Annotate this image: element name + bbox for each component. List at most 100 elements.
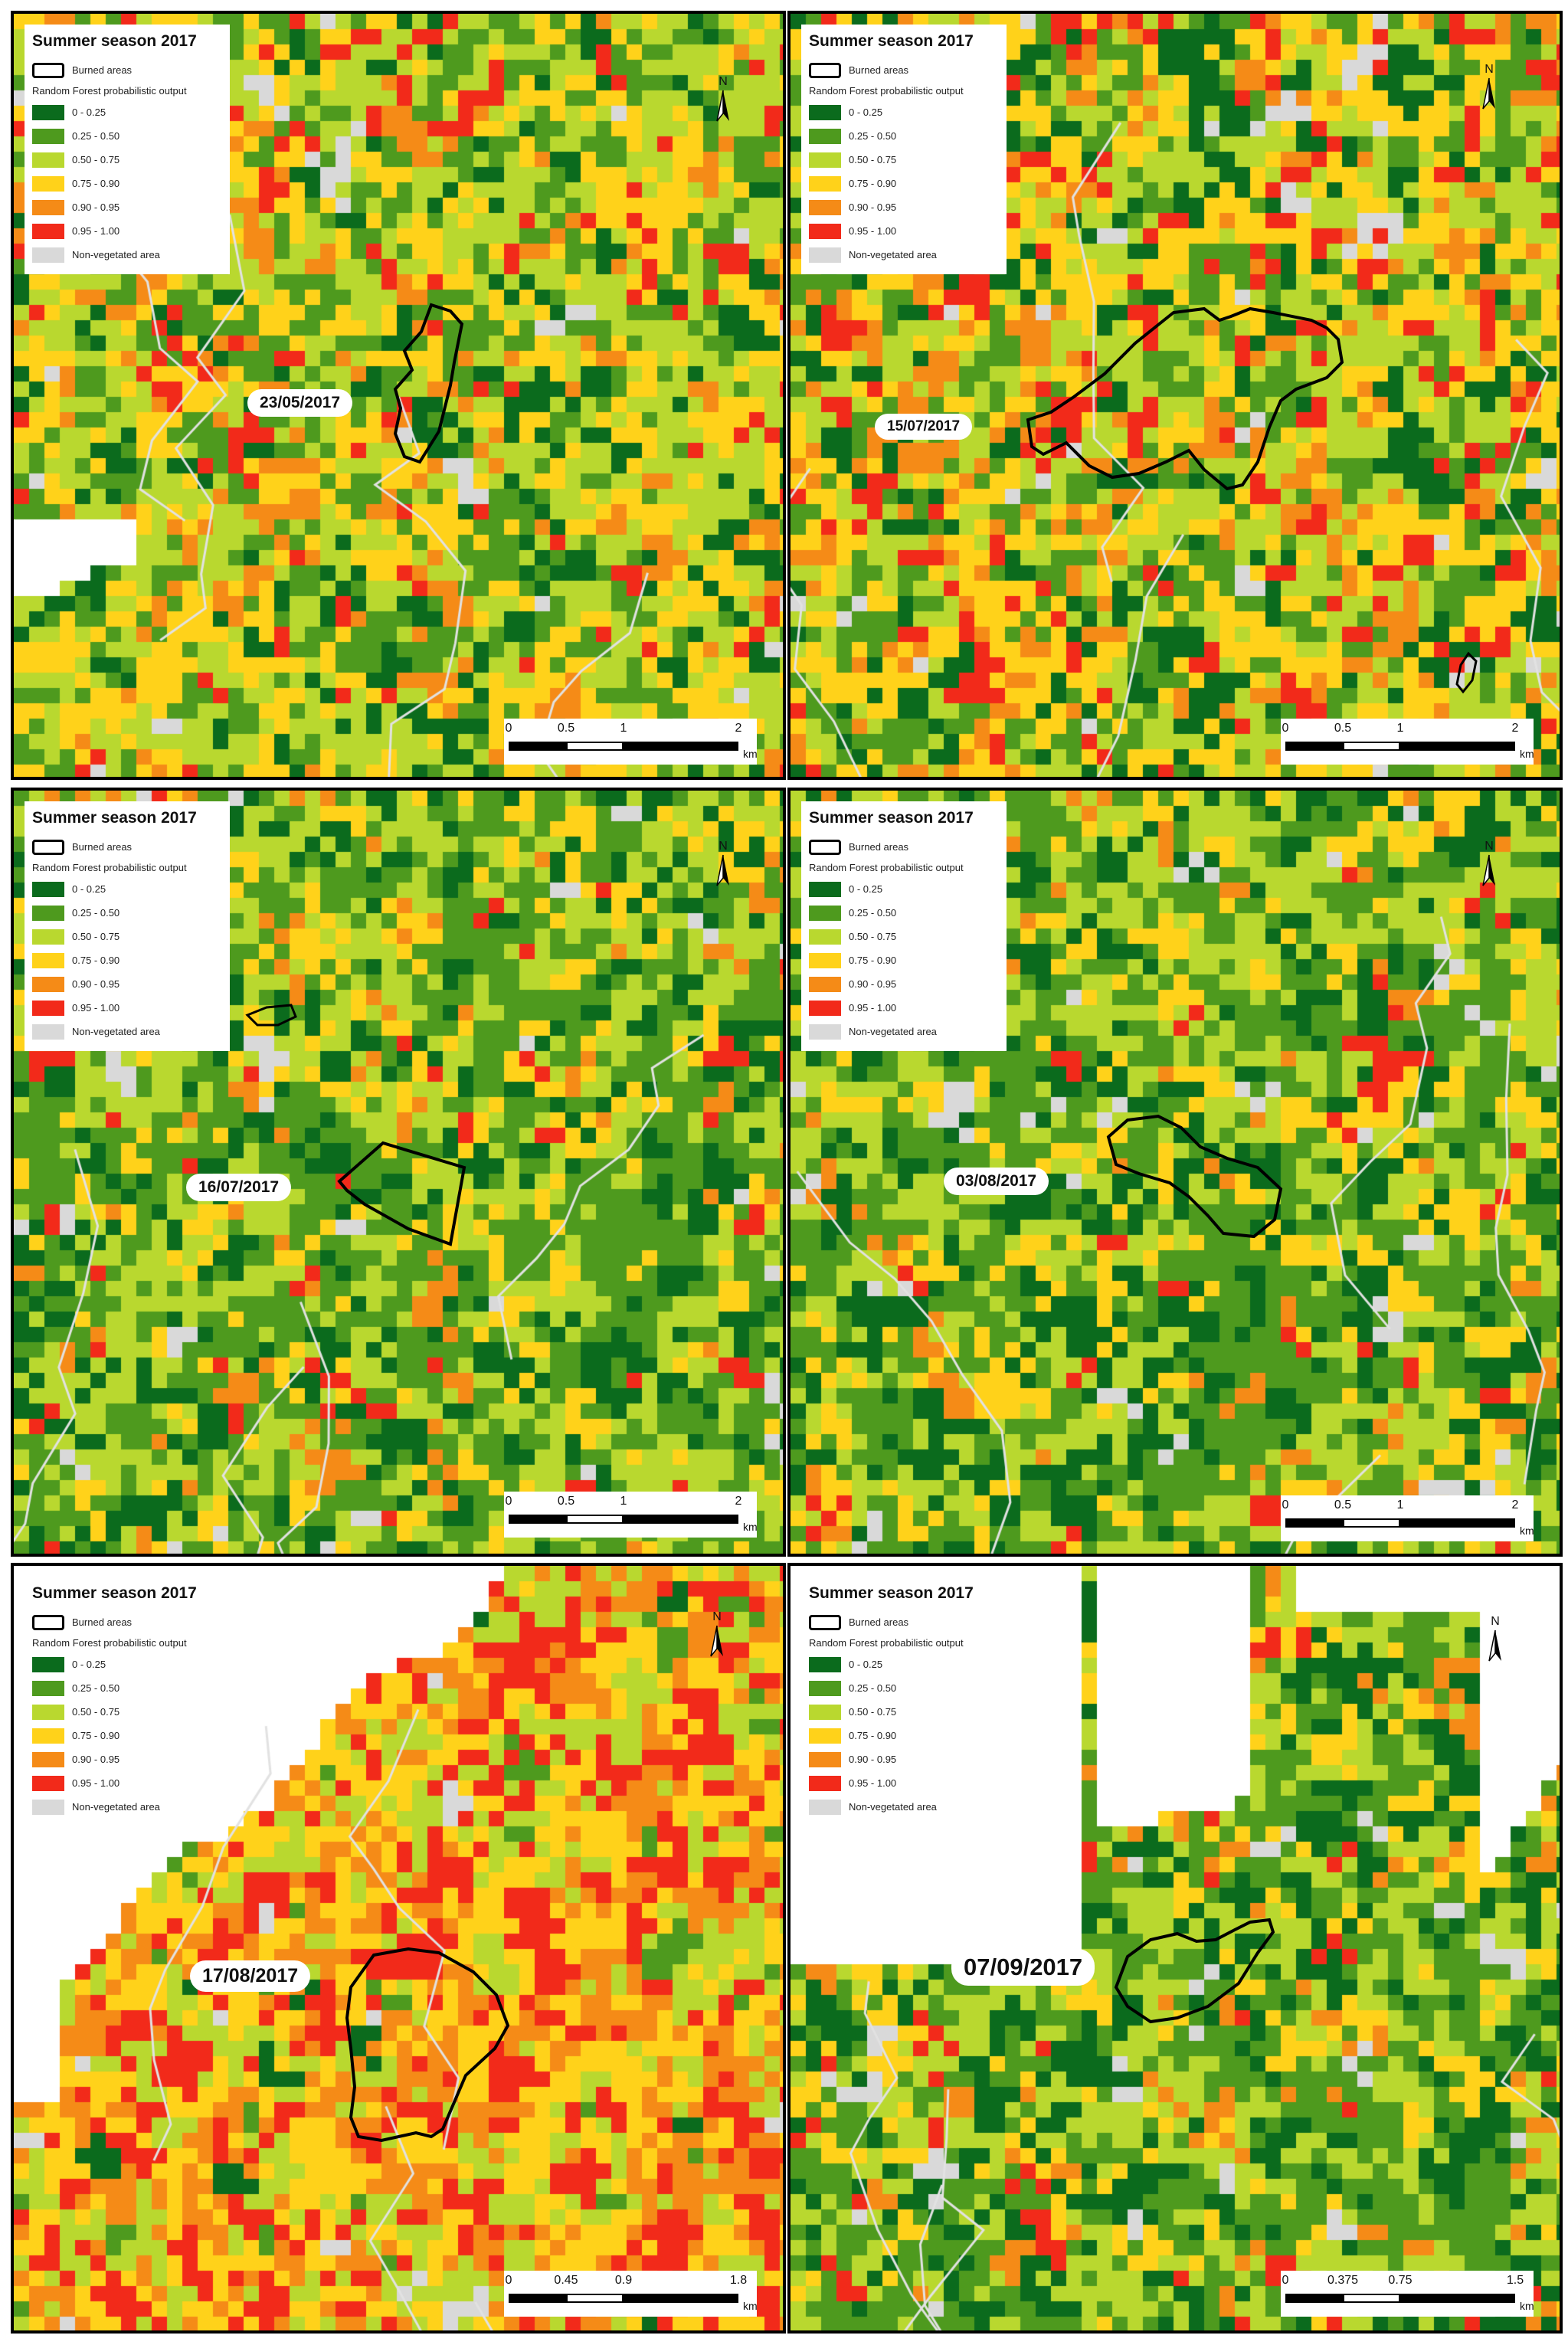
legend-class: 0.50 - 0.75 [32,1700,222,1724]
legend-swatch [809,1728,841,1744]
legend-title: Summer season 2017 [32,809,197,827]
scale-segment [1285,742,1343,751]
scale-unit: km [743,2300,758,2312]
scale-tick: 0 [1282,2274,1289,2287]
legend-class: 0.90 - 0.95 [32,1747,222,1771]
legend-class: 0.90 - 0.95 [809,972,999,996]
scale-segment [1400,2294,1515,2303]
legend-class: 0.95 - 1.00 [809,996,999,1020]
legend-subtitle: Random Forest probabilistic output [32,85,187,97]
scale-tick: 0 [505,2274,512,2287]
legend-class: 0.50 - 0.75 [32,148,222,172]
legend-class: 0 - 0.25 [32,100,222,124]
scale-bar: 0 0.5 1 2 km [504,719,758,765]
scale-bar: 0 0.5 1 2 km [1281,1495,1534,1541]
scale-tick: 1.5 [1506,2274,1524,2287]
legend-class-label: 0.50 - 0.75 [72,931,120,942]
scale-tick: 0.9 [614,2274,633,2287]
legend-swatch [32,1751,64,1767]
legend-class-label: 0 - 0.25 [849,106,883,118]
legend-class: 0.50 - 0.75 [809,1700,999,1724]
legend-title: Summer season 2017 [809,1584,974,1602]
legend-class-label: 0.50 - 0.75 [849,931,897,942]
legend-classes: 0 - 0.25 0.25 - 0.50 0.50 - 0.75 0.75 - 0.9… [32,100,222,267]
legend-class-label: 0.25 - 0.50 [849,1682,897,1694]
scale-segment [624,742,738,751]
legend-swatch [809,1704,841,1720]
legend-swatch [809,104,841,120]
scale-segment [509,742,566,751]
date-label: 07/09/2017 [951,1949,1095,1986]
legend-swatch [32,952,64,968]
burned-label: Burned areas [849,64,909,76]
legend-class-label: Non-vegetated area [849,1026,937,1037]
legend-class-label: 0.75 - 0.90 [72,1730,120,1741]
scale-tick: 0 [505,722,512,735]
map-panel-4: Summer season 2017 Burned areas Random F… [787,788,1563,1557]
legend-classes: 0 - 0.25 0.25 - 0.50 0.50 - 0.75 0.75 - 0.9… [809,1652,999,1819]
legend-swatch [32,1023,64,1040]
legend-class-label: 0.25 - 0.50 [72,1682,120,1694]
legend-swatch [809,152,841,168]
scale-tick: 1 [1396,722,1404,735]
legend-class-label: 0.50 - 0.75 [72,154,120,165]
legend-class: 0 - 0.25 [809,100,999,124]
map-panel-3: Summer season 2017 Burned areas Random F… [11,788,786,1557]
legend-class-label: 0 - 0.25 [72,106,106,118]
legend-class-label: 0.75 - 0.90 [849,1730,897,1741]
legend-class-label: 0.50 - 0.75 [849,154,897,165]
legend-class-label: Non-vegetated area [849,1801,937,1813]
burned-label: Burned areas [849,841,909,853]
scale-tick: 0.375 [1327,2274,1359,2287]
legend-classes: 0 - 0.25 0.25 - 0.50 0.50 - 0.75 0.75 - 0.9… [809,877,999,1043]
burned-swatch [809,1614,841,1630]
map-legend: Summer season 2017 Burned areas Random F… [801,25,1007,274]
scale-segment [566,742,624,751]
scale-unit: km [743,748,758,760]
scale-segment [566,2294,624,2303]
legend-swatch [809,247,841,263]
legend-swatch [809,929,841,945]
legend-swatch [809,175,841,192]
burned-swatch [32,839,64,855]
scale-unit: km [1520,748,1534,760]
legend-class-label: Non-vegetated area [849,249,937,260]
scale-segment [566,1515,624,1524]
scale-tick: 2 [735,722,742,735]
scale-segment [1343,1518,1400,1528]
scale-tick: 1 [1396,1498,1404,1511]
legend-class: 0.25 - 0.50 [809,901,999,925]
scale-segment [1343,2294,1400,2303]
legend-class-label: 0.25 - 0.50 [72,907,120,919]
north-label: N [712,1610,722,1623]
legend-subtitle: Random Forest probabilistic output [809,85,964,97]
legend-classes: 0 - 0.25 0.25 - 0.50 0.50 - 0.75 0.75 - 0.9… [32,877,222,1043]
legend-swatch [32,905,64,921]
date-label: 17/08/2017 [190,1960,311,1992]
legend-class-label: 0.75 - 0.90 [849,955,897,966]
legend-class: 0.90 - 0.95 [809,195,999,219]
legend-class: 0.50 - 0.75 [809,925,999,948]
legend-class: 0 - 0.25 [32,1652,222,1676]
legend-swatch [32,881,64,897]
legend-swatch [32,152,64,168]
scale-segment [624,2294,738,2303]
scale-tick: 0 [1282,1498,1289,1511]
legend-swatch [32,1775,64,1791]
legend-class-label: Non-vegetated area [72,249,160,260]
legend-swatch [809,1000,841,1016]
scale-segment [1285,2294,1343,2303]
legend-class: 0.75 - 0.90 [32,1724,222,1747]
map-panel-2: Summer season 2017 Burned areas Random F… [787,11,1563,780]
map-panel-1: Summer season 2017 Burned areas Random F… [11,11,786,780]
scale-tick: 1 [620,722,627,735]
legend-swatch [32,1680,64,1696]
legend-swatch [809,1680,841,1696]
scale-segment [509,1515,566,1524]
legend-swatch [32,128,64,144]
legend-swatch [32,1656,64,1672]
legend-class-label: 0.25 - 0.50 [849,907,897,919]
legend-class: 0.25 - 0.50 [32,901,222,925]
legend-class: Non-vegetated area [809,1020,999,1043]
legend-class: Non-vegetated area [809,1795,999,1819]
